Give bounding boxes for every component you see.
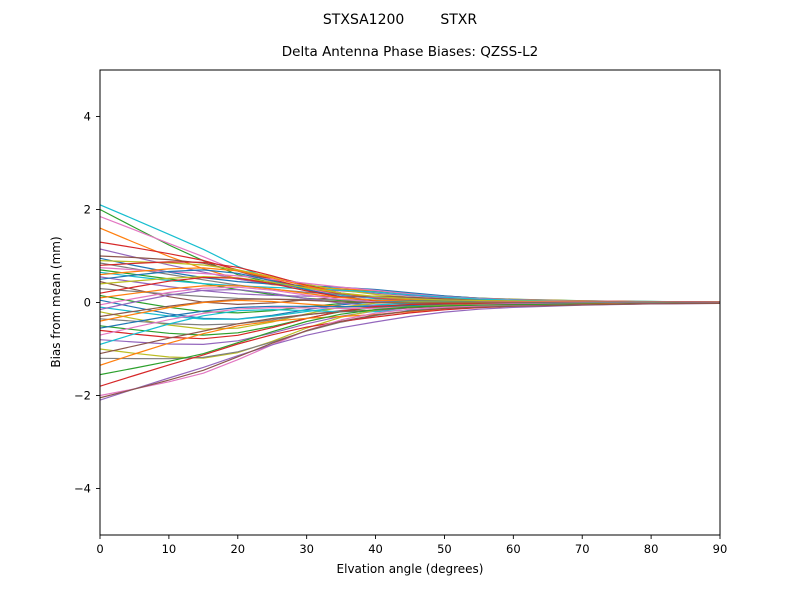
y-tick-label: 2 (84, 203, 91, 217)
figure-suptitle: STXSA1200 STXR (323, 12, 477, 28)
axes-title: Delta Antenna Phase Biases: QZSS-L2 (281, 44, 539, 60)
x-tick-label: 10 (162, 542, 177, 556)
x-tick-label: 60 (506, 542, 521, 556)
series-line (100, 208, 720, 303)
series-group (100, 204, 720, 401)
x-tick-label: 30 (299, 542, 314, 556)
y-tick-label: 0 (84, 296, 91, 310)
x-tick-label: 40 (368, 542, 383, 556)
series-line (100, 302, 720, 399)
x-tick-label: 80 (644, 542, 659, 556)
y-axis-label: Bias from mean (mm) (49, 236, 63, 368)
x-tick-label: 70 (575, 542, 590, 556)
x-axis-label: Elvation angle (degrees) (336, 562, 484, 576)
y-tick-label: −2 (74, 389, 91, 403)
x-tick-label: 0 (96, 542, 103, 556)
receiver-name: STXR (440, 12, 478, 28)
y-tick-label: 4 (84, 110, 91, 124)
x-tick-label: 90 (713, 542, 728, 556)
x-tick-label: 50 (437, 542, 452, 556)
station-name: STXSA1200 (322, 12, 405, 28)
y-tick-label: −4 (74, 482, 91, 496)
series-line (100, 227, 720, 303)
x-tick-label: 20 (230, 542, 245, 556)
